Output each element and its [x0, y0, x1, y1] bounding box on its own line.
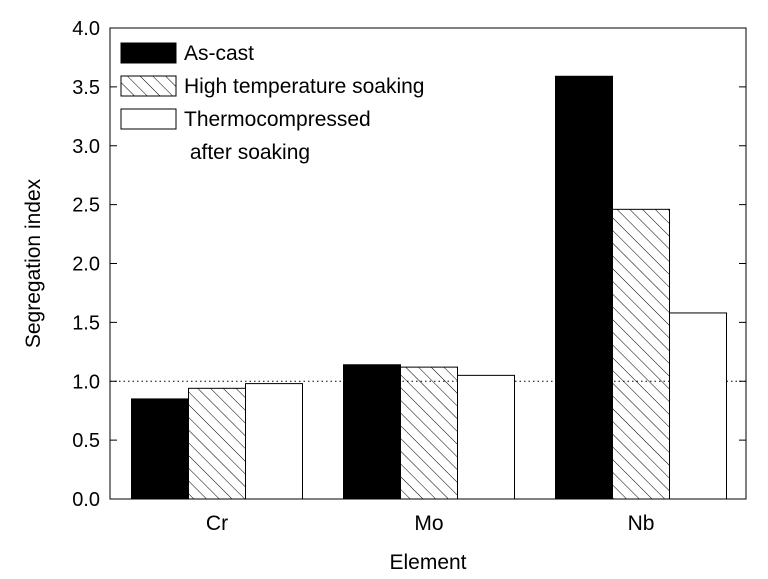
y-tick-label: 1.0 — [72, 371, 100, 393]
legend: As-cast High temperature soaking Thermocom… — [120, 42, 424, 164]
y-tick-label: 0.0 — [72, 489, 100, 511]
legend-swatch-3 — [120, 108, 177, 130]
bar-mo-series-2 — [400, 366, 458, 500]
x-axis-title: Element — [389, 551, 466, 574]
y-tick-label: 1.5 — [72, 312, 100, 334]
legend-label-3: after soaking — [184, 141, 310, 164]
plot-area — [110, 75, 746, 500]
y-tick-label: 4.0 — [72, 18, 100, 40]
x-tick-label: Nb — [628, 512, 655, 535]
bar-mo-series-1 — [343, 364, 401, 500]
y-tick-label: 0.5 — [72, 430, 100, 452]
y-tick-label: 2.0 — [72, 254, 100, 276]
y-tick-label: 3.0 — [72, 136, 100, 158]
y-axis-title: Segregation index — [22, 178, 45, 348]
y-tick-label: 2.5 — [72, 195, 100, 217]
axes: Cr Mo Nb 0.0 0.5 1.0 1.5 2.0 2.5 3.0 3.5 4.0 Element… — [22, 18, 747, 574]
bar-nb-series-3 — [669, 312, 727, 500]
y-tick-label: 3.5 — [72, 77, 100, 99]
legend-swatch-1 — [120, 42, 177, 64]
legend-swatch-2 — [120, 75, 177, 97]
bar-cr-series-3 — [245, 383, 303, 500]
legend-label-1: As-cast — [184, 42, 254, 65]
bar-mo-series-3 — [457, 374, 515, 500]
legend-label-3: Thermocompressed — [184, 108, 371, 131]
bar-nb-series-1 — [555, 75, 613, 500]
legend-label-2: High temperature soaking — [184, 75, 424, 98]
x-tick-label: Mo — [414, 512, 443, 535]
bar-cr-series-1 — [131, 398, 189, 500]
bar-cr-series-2 — [188, 387, 246, 500]
x-tick-label: Cr — [206, 512, 228, 535]
bar-nb-series-2 — [612, 208, 670, 500]
